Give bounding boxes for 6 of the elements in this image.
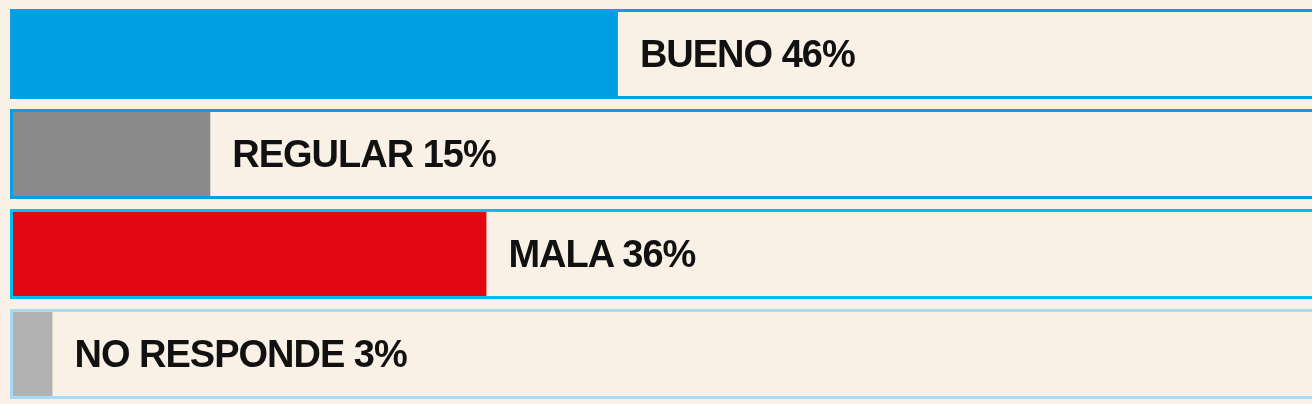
bar	[13, 312, 53, 396]
data-label: MALA 36%	[508, 233, 696, 275]
bar	[13, 112, 211, 196]
data-label: BUENO 46%	[639, 33, 855, 75]
data-label: NO RESPONDE 3%	[74, 333, 407, 375]
data-label: REGULAR 15%	[232, 133, 496, 175]
